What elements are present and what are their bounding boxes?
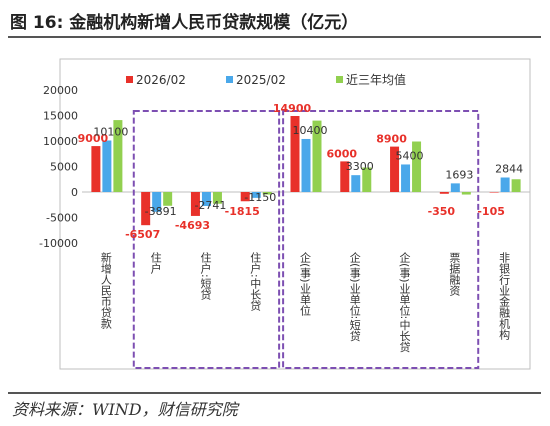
blue-value-label: 1693 (445, 168, 473, 181)
x-category-label: 票据融资 (448, 252, 461, 297)
bar (163, 192, 173, 206)
blue-value-label: -3891 (145, 205, 177, 218)
bar (351, 175, 361, 192)
bar (262, 192, 272, 195)
y-tick-label: -5000 (46, 212, 78, 225)
bar (312, 120, 322, 192)
red-value-label: -350 (428, 205, 456, 218)
bar (201, 192, 211, 206)
blue-value-label: 2844 (495, 162, 523, 175)
x-category-label: 企(事)业单位:中长贷 (398, 251, 411, 353)
y-tick-label: 5000 (50, 161, 78, 174)
bar (91, 146, 101, 192)
source-note: 资料来源：WIND，财信研究院 (12, 400, 238, 419)
bar (240, 192, 250, 202)
bar (113, 120, 123, 192)
bar (461, 192, 471, 195)
bar (450, 183, 460, 192)
x-category-label: 非银行业金融机构 (498, 252, 511, 341)
x-category-label: 企(事)业单位:短贷 (348, 251, 361, 342)
blue-value-label: 10400 (293, 124, 328, 137)
y-tick-label: 20000 (43, 84, 78, 97)
legend-label: 2025/02 (236, 73, 286, 87)
y-tick-label: -10000 (39, 237, 78, 250)
bar (340, 161, 350, 192)
bar (152, 192, 162, 212)
x-category-label: 住户:中长贷 (249, 251, 262, 312)
x-category-label: 住户 (149, 251, 162, 275)
red-value-label: 9000 (78, 132, 109, 145)
y-tick-label: 15000 (43, 110, 78, 123)
bar (102, 140, 112, 192)
blue-value-label: -2741 (194, 199, 226, 212)
bar (301, 138, 311, 192)
red-value-label: 8900 (376, 133, 407, 146)
red-value-label: -105 (477, 205, 505, 218)
red-value-label: 6000 (326, 147, 357, 160)
bar (412, 141, 422, 192)
blue-value-label: -1150 (244, 191, 276, 204)
blue-value-label: 3300 (346, 160, 374, 173)
bar (141, 192, 151, 226)
bar (500, 177, 510, 192)
bar (401, 164, 411, 192)
red-value-label: 14900 (273, 102, 312, 115)
red-value-label: -1815 (225, 205, 260, 218)
legend-swatch (226, 76, 233, 83)
y-tick-label: 0 (71, 186, 78, 199)
legend-label: 近三年均值 (346, 72, 406, 87)
legend-swatch (336, 76, 343, 83)
bar (290, 116, 300, 192)
bar (190, 192, 200, 216)
red-value-label: -4693 (175, 219, 210, 232)
y-tick-label: 10000 (43, 135, 78, 148)
highlight-box (282, 110, 480, 369)
x-category-label: 住户:短贷 (199, 251, 212, 301)
bar (251, 192, 261, 198)
bar (511, 179, 521, 192)
bar (489, 192, 499, 193)
title-divider (8, 36, 541, 38)
x-category-label: 企(事)业单位 (299, 251, 312, 316)
red-value-label: -6507 (125, 228, 160, 241)
bar (390, 146, 400, 192)
bar (439, 192, 449, 194)
legend-label: 2026/02 (136, 73, 186, 87)
bar (362, 167, 372, 192)
highlight-box (132, 110, 281, 369)
blue-value-label: 10100 (93, 125, 128, 138)
x-category-label: 新增人民币贷款 (99, 251, 112, 330)
bar (212, 192, 222, 204)
legend-swatch (126, 76, 133, 83)
blue-value-label: 5400 (396, 149, 424, 162)
source-divider (8, 392, 541, 394)
figure-title: 图 16: 金融机构新增人民币贷款规模（亿元） (10, 13, 359, 33)
